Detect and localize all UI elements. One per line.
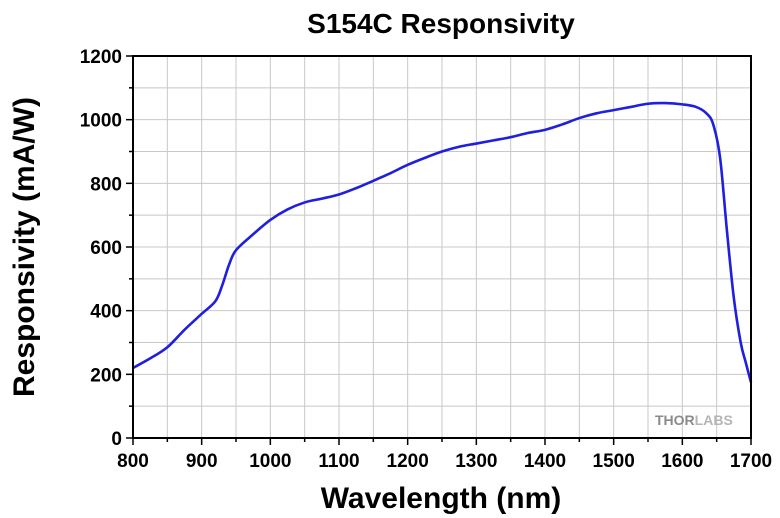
thorlabs-watermark: THORLABS [655, 412, 733, 428]
x-tick-label: 1000 [249, 451, 291, 472]
x-axis-title: Wavelength (nm) [321, 482, 562, 515]
y-axis-title: Responsivity (mA/W) [8, 97, 41, 397]
responsivity-curve [132, 101, 753, 383]
y-tick-label: 1200 [80, 47, 122, 68]
x-tick-label: 900 [186, 451, 218, 472]
x-tick-label: 1100 [318, 451, 359, 472]
x-tick-labels: 800 900 1000 1100 1200 1300 1400 1500 1600 1700 [117, 451, 772, 472]
x-tick-label: 1200 [387, 451, 429, 472]
y-tick-label: 0 [111, 429, 122, 450]
x-tick-label: 800 [117, 451, 149, 472]
y-tick-label: 1000 [80, 111, 122, 132]
grid [132, 55, 752, 439]
chart-title: S154C Responsivity [307, 8, 575, 39]
y-tick-label: 200 [90, 365, 122, 386]
plot-frame [132, 55, 752, 439]
axis-ticks [126, 55, 752, 445]
x-tick-label: 1400 [524, 451, 566, 472]
y-tick-label: 400 [90, 302, 122, 323]
x-tick-label: 1600 [661, 451, 703, 472]
x-tick-label: 1500 [593, 451, 635, 472]
y-tick-labels: 0 200 400 600 800 1000 1200 [80, 47, 122, 450]
x-tick-label: 1700 [730, 451, 772, 472]
y-tick-label: 800 [90, 174, 122, 195]
y-tick-label: 600 [90, 238, 122, 259]
x-tick-label: 1300 [455, 451, 497, 472]
